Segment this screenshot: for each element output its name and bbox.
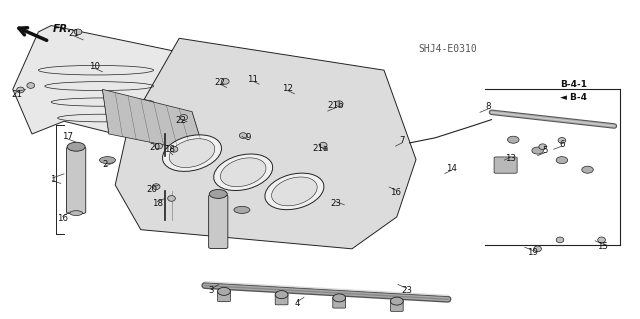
Ellipse shape [539,144,547,150]
Ellipse shape [180,115,188,120]
Text: ◄ B-4: ◄ B-4 [560,93,587,102]
FancyBboxPatch shape [218,291,230,301]
Text: 9: 9 [246,133,251,142]
Text: 11: 11 [247,75,259,84]
Ellipse shape [558,137,566,143]
Ellipse shape [582,166,593,173]
Text: 1: 1 [50,175,55,184]
Ellipse shape [218,287,230,295]
Ellipse shape [532,147,543,154]
Text: 13: 13 [505,154,516,163]
Text: 17: 17 [61,132,73,141]
Ellipse shape [169,139,215,167]
Text: 16: 16 [390,188,401,197]
Text: 21: 21 [11,90,22,99]
Polygon shape [13,26,230,153]
Text: 12: 12 [282,84,294,93]
Ellipse shape [100,157,116,164]
Ellipse shape [17,87,24,93]
Text: 2: 2 [103,160,108,169]
FancyBboxPatch shape [494,157,517,173]
Text: 5: 5 [543,146,548,155]
Ellipse shape [508,136,519,143]
Text: SHJ4-E0310: SHJ4-E0310 [419,44,477,55]
Ellipse shape [239,133,247,138]
Polygon shape [102,89,205,153]
Ellipse shape [70,211,83,216]
Text: 10: 10 [89,62,100,71]
Text: 3: 3 [209,286,214,295]
Text: 20: 20 [149,143,161,152]
Ellipse shape [534,246,541,252]
Ellipse shape [67,142,85,151]
Text: 22: 22 [175,116,186,125]
Ellipse shape [163,135,221,171]
Ellipse shape [209,189,227,198]
Text: 7: 7 [399,137,404,145]
Ellipse shape [27,83,35,88]
Ellipse shape [74,29,82,35]
Ellipse shape [275,291,288,299]
Ellipse shape [220,158,266,187]
Text: 22: 22 [214,78,226,87]
Text: 8: 8 [485,102,490,111]
Text: 16: 16 [57,214,68,223]
Ellipse shape [598,237,605,243]
Ellipse shape [214,154,273,190]
FancyBboxPatch shape [275,294,288,305]
Ellipse shape [155,143,163,149]
Text: 20: 20 [147,185,158,194]
Text: B-4-1: B-4-1 [560,80,587,89]
Ellipse shape [170,146,178,152]
Ellipse shape [335,101,343,107]
Ellipse shape [319,142,327,148]
Ellipse shape [234,206,250,213]
Text: FR.: FR. [52,24,72,34]
Text: 15: 15 [597,242,609,251]
Ellipse shape [152,184,160,189]
FancyBboxPatch shape [390,300,403,311]
Text: 21: 21 [68,29,79,38]
Text: 21a: 21a [312,144,328,153]
Text: 14: 14 [445,164,457,173]
Ellipse shape [556,237,564,243]
Ellipse shape [168,196,175,201]
Ellipse shape [265,173,324,210]
Ellipse shape [390,297,403,305]
Text: 18: 18 [152,199,163,208]
FancyBboxPatch shape [209,195,228,249]
Ellipse shape [556,157,568,164]
Ellipse shape [271,177,317,206]
Ellipse shape [333,294,346,302]
Text: 19: 19 [527,248,538,257]
Text: 4: 4 [295,299,300,308]
FancyBboxPatch shape [333,297,346,308]
FancyBboxPatch shape [67,147,86,213]
Text: 23: 23 [330,199,342,208]
Text: 18: 18 [164,145,175,154]
Text: 6: 6 [559,140,564,149]
Polygon shape [115,38,416,249]
Ellipse shape [221,78,229,84]
Text: 23: 23 [401,286,412,295]
Text: 21b: 21b [327,101,344,110]
